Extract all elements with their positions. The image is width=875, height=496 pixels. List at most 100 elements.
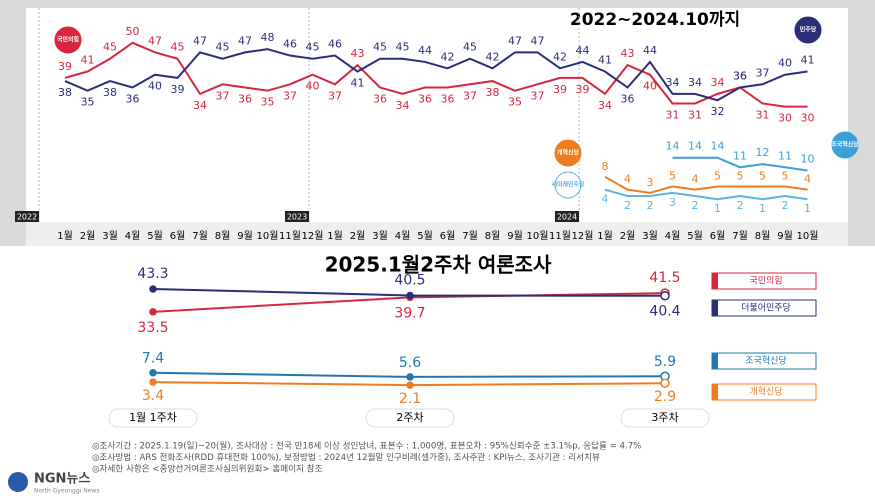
data-label: 35	[261, 96, 275, 109]
data-label: 40	[778, 57, 792, 70]
series-line	[64, 41, 808, 108]
data-label: 37	[216, 89, 230, 102]
logo-name: NGN뉴스	[34, 472, 90, 487]
data-label: 46	[283, 38, 297, 51]
data-label: 5.9	[654, 354, 676, 370]
data-label: 3.4	[142, 388, 164, 404]
x-tick-label: 1월	[327, 230, 343, 242]
data-label: 44	[643, 44, 657, 57]
point	[149, 368, 157, 377]
legend-badge	[554, 139, 582, 167]
data-label: 36	[373, 92, 387, 105]
x-tick-label: 6월	[440, 230, 456, 242]
data-label: 1	[714, 202, 721, 215]
data-label: 3	[669, 196, 676, 209]
data-label: 5	[669, 169, 676, 182]
x-tick-label: 8월	[755, 230, 771, 242]
legend-badge	[794, 16, 822, 44]
legend-swatch	[712, 353, 718, 369]
data-label: 43.3	[137, 266, 168, 282]
data-label: 31	[688, 108, 702, 121]
data-label: 35	[81, 96, 95, 109]
data-label: 47	[148, 34, 162, 47]
data-label: 36	[238, 92, 252, 105]
data-label: 14	[666, 140, 680, 153]
legend-label: 국민의힘	[749, 276, 782, 287]
x-tick-label: 6월	[170, 230, 186, 242]
note: ◎자세한 사항은 <중앙선거여론조사심의위원회> 홈페이지 참조	[92, 463, 323, 475]
x-tick-label: 12월	[572, 230, 594, 242]
data-label: 40	[148, 80, 162, 93]
data-label: 5	[737, 169, 744, 182]
x-tick-label: 9월	[777, 230, 793, 242]
data-label: 41	[801, 54, 815, 67]
data-label: 38	[103, 86, 117, 99]
x-tick-label: 1월	[597, 230, 613, 242]
notes: ◎조사기간 : 2025.1.19(일)~20(월), 조사대상 : 전국 만1…	[92, 440, 641, 475]
data-label: 44	[576, 44, 590, 57]
data-label: 4	[804, 173, 811, 186]
x-tick-label: 7월	[462, 230, 478, 242]
data-label: 2.1	[399, 391, 421, 407]
data-label: 39	[171, 83, 185, 96]
data-label: 37	[463, 89, 477, 102]
x-tick-label: 10월	[527, 230, 549, 242]
point	[406, 381, 414, 389]
legend-label: 조국혁신당	[745, 356, 786, 367]
data-label: 39	[58, 60, 72, 73]
data-label: 5	[782, 169, 789, 182]
data-label: 39	[553, 83, 567, 96]
top-plot-area	[26, 8, 848, 222]
legend-badge	[54, 26, 82, 54]
category-box	[108, 408, 198, 428]
data-label: 34	[396, 99, 410, 112]
x-tick-label: 3월	[372, 230, 388, 242]
data-label: 36	[621, 92, 635, 105]
data-label: 5	[714, 169, 721, 182]
data-label: 2.9	[654, 389, 676, 405]
data-label: 30	[778, 112, 792, 125]
data-label: 31	[756, 108, 770, 121]
data-label: 42	[553, 50, 567, 63]
data-label: 42	[486, 50, 500, 63]
point	[660, 290, 670, 301]
x-tick-label: 2주차	[396, 411, 423, 424]
note: ◎조사방법 : ARS 전화조사(RDD 휴대전화 100%), 보정방법 : …	[92, 451, 600, 463]
point	[149, 285, 157, 293]
x-tick-label: 5월	[687, 230, 703, 242]
data-label: 34	[711, 76, 725, 89]
data-label: 38	[58, 86, 72, 99]
data-label: 34	[688, 76, 702, 89]
legend-label: 조국혁신당	[831, 141, 859, 149]
data-label: 38	[486, 86, 500, 99]
data-label: 47	[531, 34, 545, 47]
data-label: 40	[306, 80, 320, 93]
data-label: 42	[441, 50, 455, 63]
x-tick-label: 4월	[125, 230, 141, 242]
x-tick-label: 8월	[215, 230, 231, 242]
data-label: 34	[598, 99, 612, 112]
point	[149, 378, 157, 386]
legend-badge	[554, 171, 582, 199]
note: ◎조사기간 : 2025.1.19(일)~20(월), 조사대상 : 전국 만1…	[92, 440, 641, 452]
x-tick-label: 11월	[549, 230, 571, 242]
data-label: 45	[171, 41, 185, 54]
legend-swatch	[712, 300, 718, 316]
legend-label: 개혁신당	[557, 149, 580, 157]
x-tick-label: 7월	[192, 230, 208, 242]
data-label: 36	[418, 92, 432, 105]
point	[406, 291, 414, 300]
series-line	[64, 48, 808, 102]
data-label: 3	[647, 176, 654, 189]
data-label: 45	[216, 41, 230, 54]
data-label: 47	[508, 34, 522, 47]
logo-icon	[8, 472, 28, 492]
data-label: 40.5	[394, 273, 425, 289]
x-tick-label: 1월 1주차	[129, 411, 177, 424]
data-label: 32	[711, 105, 725, 118]
legend-label: 새미래민주당	[551, 181, 585, 189]
x-tick-label: 12월	[302, 230, 324, 242]
point	[406, 373, 414, 381]
x-tick-label: 6월	[710, 230, 726, 242]
data-label: 45	[463, 41, 477, 54]
